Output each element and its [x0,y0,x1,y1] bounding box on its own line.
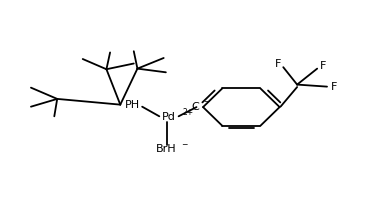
Text: −: − [203,97,209,106]
Text: F: F [331,82,337,92]
Text: C: C [191,102,199,112]
Text: 2+: 2+ [182,108,193,117]
Text: −: − [181,140,187,149]
Text: F: F [320,61,326,71]
Text: BrH: BrH [156,144,177,154]
Text: PH: PH [124,100,139,110]
Text: F: F [274,59,281,69]
Text: Pd: Pd [161,112,175,122]
